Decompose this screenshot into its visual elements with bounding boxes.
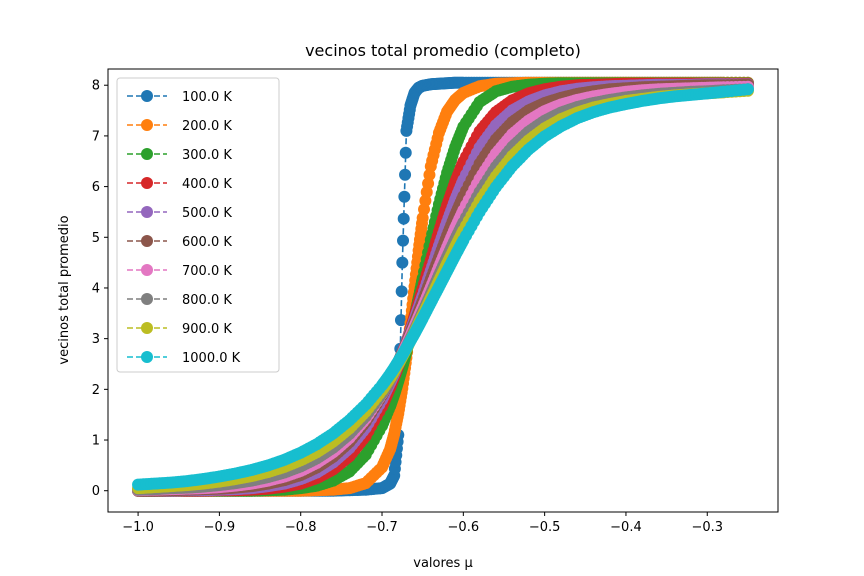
x-tick-label: −1.0 (122, 520, 154, 535)
x-tick-label: −0.8 (285, 520, 317, 535)
legend-marker (141, 177, 153, 189)
legend-label: 700.0 K (182, 264, 232, 279)
legend-label: 800.0 K (182, 293, 232, 308)
series-1000-0-k (132, 83, 754, 491)
y-tick-label: 6 (92, 180, 100, 195)
legend-marker (141, 351, 153, 363)
data-point (396, 256, 409, 269)
legend-item-100-0-k: 100.0 K (127, 90, 232, 105)
legend-label: 400.0 K (182, 177, 232, 192)
data-point (394, 314, 407, 327)
plot-frame (107, 68, 779, 513)
y-tick-label: 7 (92, 129, 100, 144)
y-tick-label: 5 (92, 231, 100, 246)
legend-marker (141, 90, 153, 102)
legend-marker (141, 119, 153, 131)
legend-label: 300.0 K (182, 148, 232, 163)
data-point (741, 83, 754, 96)
series-layer (132, 76, 754, 497)
legend-item-800-0-k: 800.0 K (127, 293, 232, 308)
legend-item-200-0-k: 200.0 K (127, 119, 232, 134)
x-tick-label: −0.7 (366, 520, 398, 535)
y-tick-label: 3 (92, 332, 100, 347)
legend: 100.0 K 200.0 K 300.0 K 400.0 K 500.0 K 600.0… (116, 77, 280, 373)
legend-item-900-0-k: 900.0 K (127, 322, 232, 337)
y-axis: 0 1 2 3 4 5 6 7 8 (92, 79, 108, 499)
legend-item-700-0-k: 700.0 K (127, 264, 232, 279)
data-point (399, 168, 412, 181)
legend-label: 100.0 K (182, 90, 232, 105)
data-point (398, 190, 411, 203)
legend-marker (141, 206, 153, 218)
x-tick-label: −0.6 (448, 520, 480, 535)
legend-item-600-0-k: 600.0 K (127, 235, 232, 250)
x-tick-label: −0.3 (691, 520, 723, 535)
data-point (395, 285, 408, 298)
legend-marker (141, 235, 153, 247)
x-tick-label: −0.4 (610, 520, 642, 535)
y-tick-label: 8 (92, 79, 100, 94)
legend-marker (141, 148, 153, 160)
legend-item-300-0-k: 300.0 K (127, 148, 232, 163)
y-tick-label: 4 (92, 281, 100, 296)
x-axis: −1.0 −0.9 −0.8 −0.7 −0.6 −0.5 −0.4 −0.3 (122, 512, 723, 535)
legend-item-500-0-k: 500.0 K (127, 206, 232, 221)
legend-label: 600.0 K (182, 235, 232, 250)
data-point (399, 146, 412, 159)
data-point (397, 234, 410, 247)
plot-area (132, 76, 754, 497)
legend-label: 900.0 K (182, 322, 232, 337)
legend-item-400-0-k: 400.0 K (127, 177, 232, 192)
legend-label: 1000.0 K (182, 351, 241, 366)
legend-marker (141, 293, 153, 305)
legend-marker (141, 322, 153, 334)
x-axis-label: valores μ (413, 556, 472, 571)
y-tick-label: 0 (92, 484, 100, 499)
x-tick-label: −0.9 (204, 520, 236, 535)
legend-item-1000-0-k: 1000.0 K (127, 351, 241, 366)
data-point (397, 212, 410, 225)
x-tick-label: −0.5 (529, 520, 561, 535)
y-tick-label: 1 (92, 434, 100, 449)
y-axis-label: vecinos total promedio (57, 215, 72, 364)
legend-label: 200.0 K (182, 119, 232, 134)
y-tick-label: 2 (92, 383, 100, 398)
legend-marker (141, 264, 153, 276)
legend-label: 500.0 K (182, 206, 232, 221)
chart-title: vecinos total promedio (completo) (305, 41, 581, 60)
